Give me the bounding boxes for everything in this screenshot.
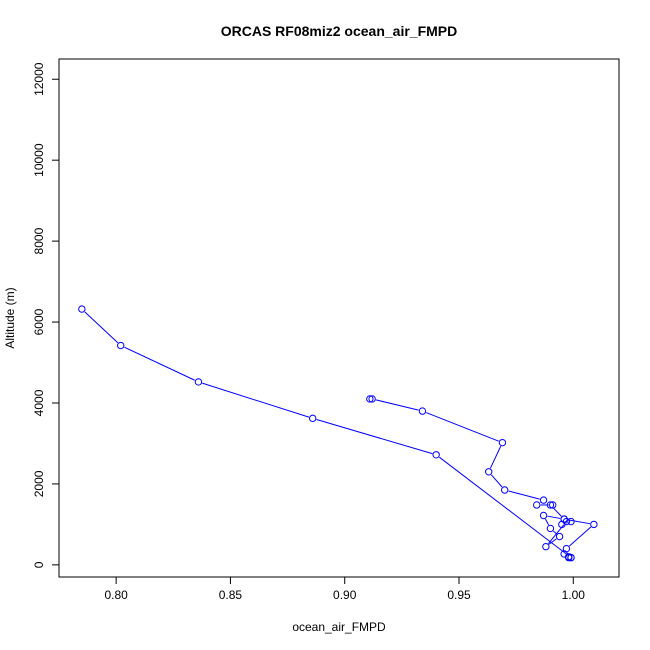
- series-segment: [316, 419, 433, 455]
- series-segment: [553, 530, 557, 535]
- data-point: [498, 438, 507, 447]
- series-segment: [552, 507, 562, 517]
- data-point: [533, 501, 541, 509]
- x-axis: 0.80 0.85 0.90 0.95 1.00: [104, 576, 586, 602]
- series-segment: [202, 382, 310, 418]
- series-segment: [548, 538, 557, 545]
- data-point: [546, 501, 555, 509]
- series-segment: [439, 456, 569, 556]
- data-point: [565, 553, 573, 562]
- data-point: [567, 517, 575, 526]
- series-segment: [489, 446, 502, 469]
- data-point: [432, 451, 440, 459]
- data-point: [555, 532, 564, 541]
- y-axis: 0 2000 4000 6000 8000 10000 12000: [32, 62, 60, 568]
- data-point: [78, 305, 86, 313]
- series-segment: [569, 526, 592, 547]
- data-point: [194, 378, 203, 386]
- x-tick-label: 0.95: [447, 588, 471, 602]
- x-tick-label: 0.85: [219, 588, 243, 602]
- data-point: [501, 486, 509, 494]
- x-axis-label: ocean_air_FMPD: [292, 620, 386, 634]
- series-segment: [508, 490, 540, 500]
- series-segment: [124, 346, 196, 381]
- series-segment: [567, 519, 591, 525]
- series-layer: [78, 305, 598, 562]
- y-axis-label: Altitude (m): [3, 287, 17, 348]
- x-tick-label: 0.80: [104, 588, 128, 602]
- x-tick-label: 1.00: [562, 588, 586, 602]
- series-segment: [490, 474, 503, 488]
- y-tick-label: 4000: [32, 389, 46, 416]
- x-tick-label: 0.90: [333, 588, 357, 602]
- series-segment: [375, 399, 419, 411]
- y-tick-label: 2000: [32, 470, 46, 497]
- y-tick-label: 8000: [32, 227, 46, 254]
- data-point: [542, 542, 550, 551]
- data-point: [418, 407, 427, 415]
- y-tick-label: 6000: [32, 308, 46, 335]
- y-tick-label: 12000: [32, 62, 46, 96]
- data-point: [549, 501, 557, 509]
- data-point: [560, 515, 568, 523]
- data-point: [309, 414, 317, 423]
- data-point: [546, 524, 555, 533]
- data-point: [117, 341, 125, 350]
- series-segment: [547, 515, 561, 519]
- y-tick-label: 10000: [32, 143, 46, 177]
- y-tick-label: 0: [32, 561, 46, 568]
- series-segment: [545, 518, 549, 526]
- data-point: [539, 496, 548, 504]
- data-point: [567, 553, 575, 562]
- data-point: [590, 520, 598, 529]
- chart-title: ORCAS RF08miz2 ocean_air_FMPD: [221, 23, 458, 39]
- data-point: [366, 395, 374, 403]
- series-segment: [84, 311, 119, 344]
- data-point: [485, 468, 493, 476]
- series-segment: [425, 412, 499, 442]
- plot-area-frame: [58, 58, 620, 578]
- data-point: [368, 395, 376, 403]
- data-point: [539, 511, 548, 520]
